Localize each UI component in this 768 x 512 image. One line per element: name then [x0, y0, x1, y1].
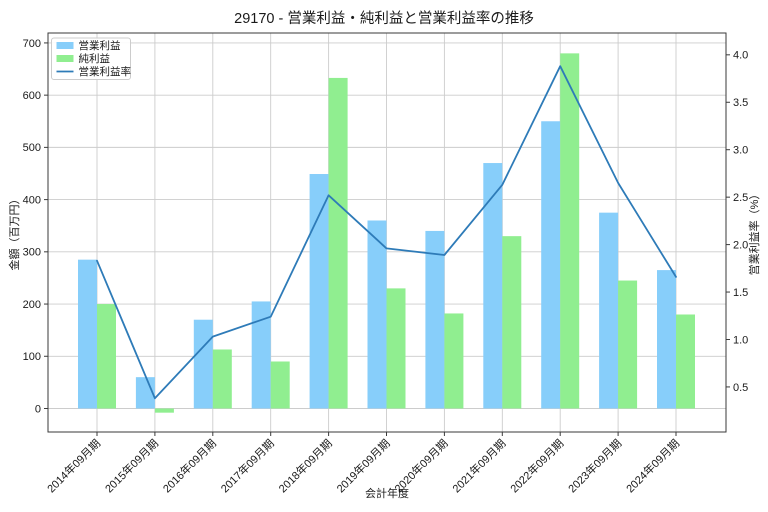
net-profit-bar	[386, 288, 406, 409]
legend-label: 営業利益	[79, 39, 121, 52]
y-tick-label-right: 2.5	[733, 192, 748, 204]
legend-label: 営業利益率	[79, 65, 132, 78]
y-tick-label-right: 4.0	[733, 50, 748, 62]
operating-profit-bar	[599, 212, 619, 409]
net-profit-bar	[212, 349, 232, 409]
operating-profit-bar	[309, 174, 329, 409]
y-tick-label-left: 0	[35, 403, 41, 415]
legend-label: 純利益	[79, 52, 111, 65]
y-axis-label-left: 金額（百万円）	[7, 194, 21, 271]
y-tick-label-left: 600	[23, 90, 41, 102]
y-tick-label-right: 3.0	[733, 145, 748, 157]
net-profit-bar	[444, 313, 464, 409]
net-profit-bar	[328, 77, 348, 409]
net-profit-bar	[618, 280, 638, 409]
legend-swatch-operating-profit	[56, 42, 74, 49]
bars-layer	[78, 53, 695, 413]
operating-profit-bar	[251, 301, 271, 409]
chart-title: 29170 - 営業利益・純利益と営業利益率の推移	[234, 10, 534, 27]
y-tick-label-right: 2.0	[733, 239, 748, 251]
net-profit-bar	[676, 314, 695, 409]
line-layer	[96, 65, 677, 400]
operating-profit-bar	[78, 259, 97, 409]
operating-profit-bar	[541, 121, 561, 409]
legend-swatch-net-profit	[56, 55, 74, 62]
operating-profit-bar	[193, 319, 213, 409]
net-profit-bar	[154, 408, 174, 413]
y-tick-label-right: 1.0	[733, 334, 748, 346]
y-tick-label-left: 700	[23, 38, 41, 50]
y-tick-label-left: 500	[23, 142, 41, 154]
net-profit-bar	[270, 361, 290, 409]
operating-profit-bar	[657, 270, 676, 409]
net-profit-bar	[97, 304, 116, 409]
y-tick-label-right: 3.5	[733, 97, 748, 109]
operating-margin-line	[96, 65, 677, 400]
net-profit-bar	[502, 236, 522, 409]
y-tick-label-right: 1.5	[733, 287, 748, 299]
operating-profit-bar	[367, 220, 387, 409]
y-axis-label-right: 営業利益率（%）	[747, 189, 761, 276]
operating-profit-bar	[425, 230, 445, 409]
y-tick-label-left: 200	[23, 299, 41, 311]
operating-profit-bar	[483, 163, 503, 409]
y-tick-label-right: 0.5	[733, 382, 748, 394]
y-tick-label-left: 400	[23, 194, 41, 206]
y-tick-label-left: 100	[23, 351, 41, 363]
net-profit-bar	[560, 53, 580, 409]
x-axis-label: 会計年度	[365, 486, 409, 500]
y-tick-label-left: 300	[23, 247, 41, 259]
